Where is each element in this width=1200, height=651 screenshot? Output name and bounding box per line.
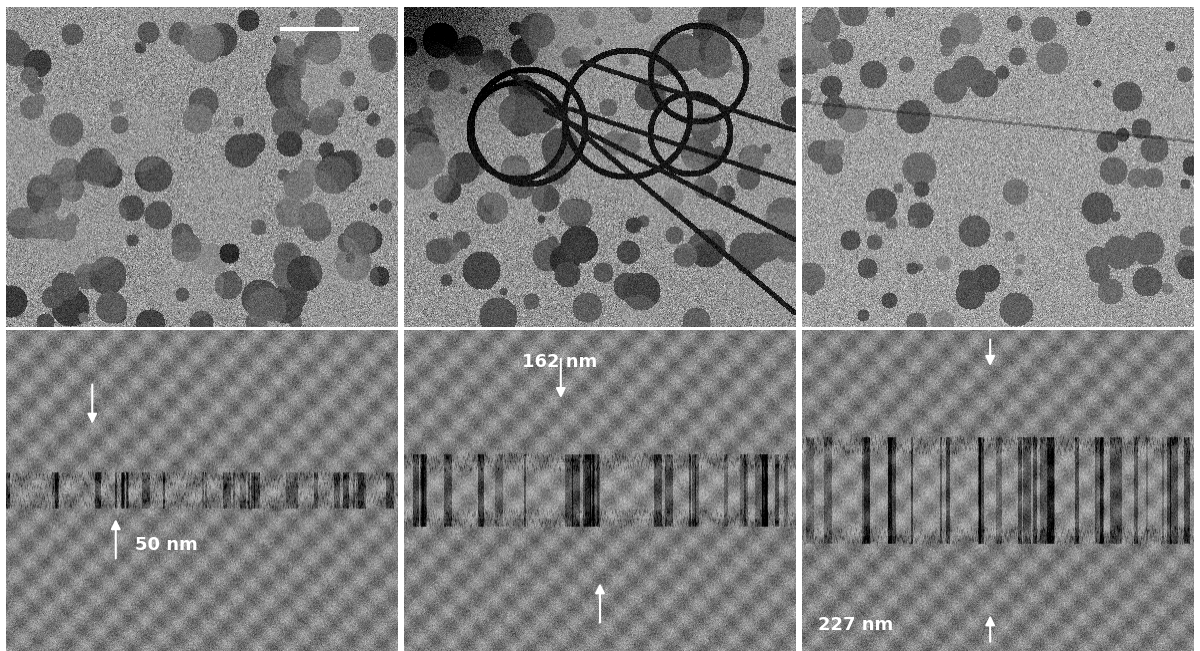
Text: 50 nm: 50 nm [136, 536, 198, 554]
Text: 227 nm: 227 nm [817, 616, 893, 634]
Text: 162 nm: 162 nm [522, 353, 596, 372]
